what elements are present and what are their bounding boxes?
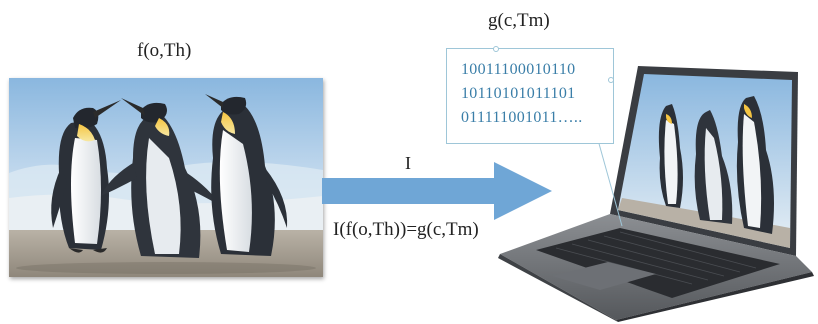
source-function-label: f(o,Th) [137,40,192,61]
binary-line: 10110101011101 [461,85,576,102]
transform-arrow [322,162,552,220]
callout-tail [597,140,623,227]
callout-handle [608,77,614,83]
binary-line: 10011100010110 [461,61,576,78]
laptop-icon [498,66,814,322]
binary-data-callout: 10011100010110 10110101011101 0111110010… [446,46,614,144]
target-function-label: g(c,Tm) [488,10,550,31]
transform-symbol-label: I [405,153,411,173]
binary-line: 011111001011….. [461,109,583,126]
equation-label: I(f(o,Th))=g(c,Tm) [333,219,479,240]
penguin-photo [9,78,323,277]
callout-handle [493,46,499,52]
